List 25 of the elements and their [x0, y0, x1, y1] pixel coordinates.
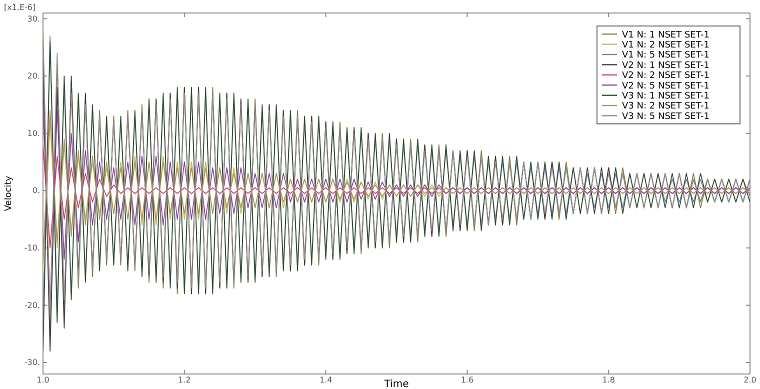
legend-label: V3 N: 2 NSET SET-1 [622, 102, 710, 112]
legend-label: V3 N: 5 NSET SET-1 [622, 112, 710, 122]
x-tick-label: 2.0 [744, 376, 756, 385]
legend-label: V3 N: 1 NSET SET-1 [622, 92, 710, 102]
x-tick-label: 1.2 [178, 376, 191, 385]
legend-label: V2 N: 1 NSET SET-1 [622, 60, 710, 71]
x-tick-label: 1.4 [319, 376, 332, 385]
y-tick-label: -10. [24, 243, 40, 252]
legend-label: V1 N: 5 NSET SET-1 [622, 50, 710, 61]
x-tick-label: 1.8 [602, 376, 615, 385]
legend-label: V2 N: 5 NSET SET-1 [622, 81, 710, 92]
y-tick-label: 20. [27, 72, 40, 81]
y-tick-label: 30. [27, 14, 40, 24]
legend-label: V2 N: 2 NSET SET-1 [622, 71, 710, 82]
y-tick-label: -20. [24, 300, 40, 310]
y-tick-label: 10. [27, 128, 40, 138]
y-axis-title: Velocity [4, 175, 14, 212]
x-tick-label: 1.0 [36, 376, 50, 385]
x-axis-title: Time [383, 379, 409, 389]
y-tick-label: -30. [24, 358, 40, 368]
legend-label: V1 N: 1 NSET SET-1 [622, 30, 710, 40]
x-tick-label: 1.6 [460, 376, 474, 385]
legend-label: V1 N: 2 NSET SET-1 [622, 40, 710, 50]
text: [x1.E-6] [4, 3, 36, 12]
y-tick-label: 0. [32, 186, 40, 196]
